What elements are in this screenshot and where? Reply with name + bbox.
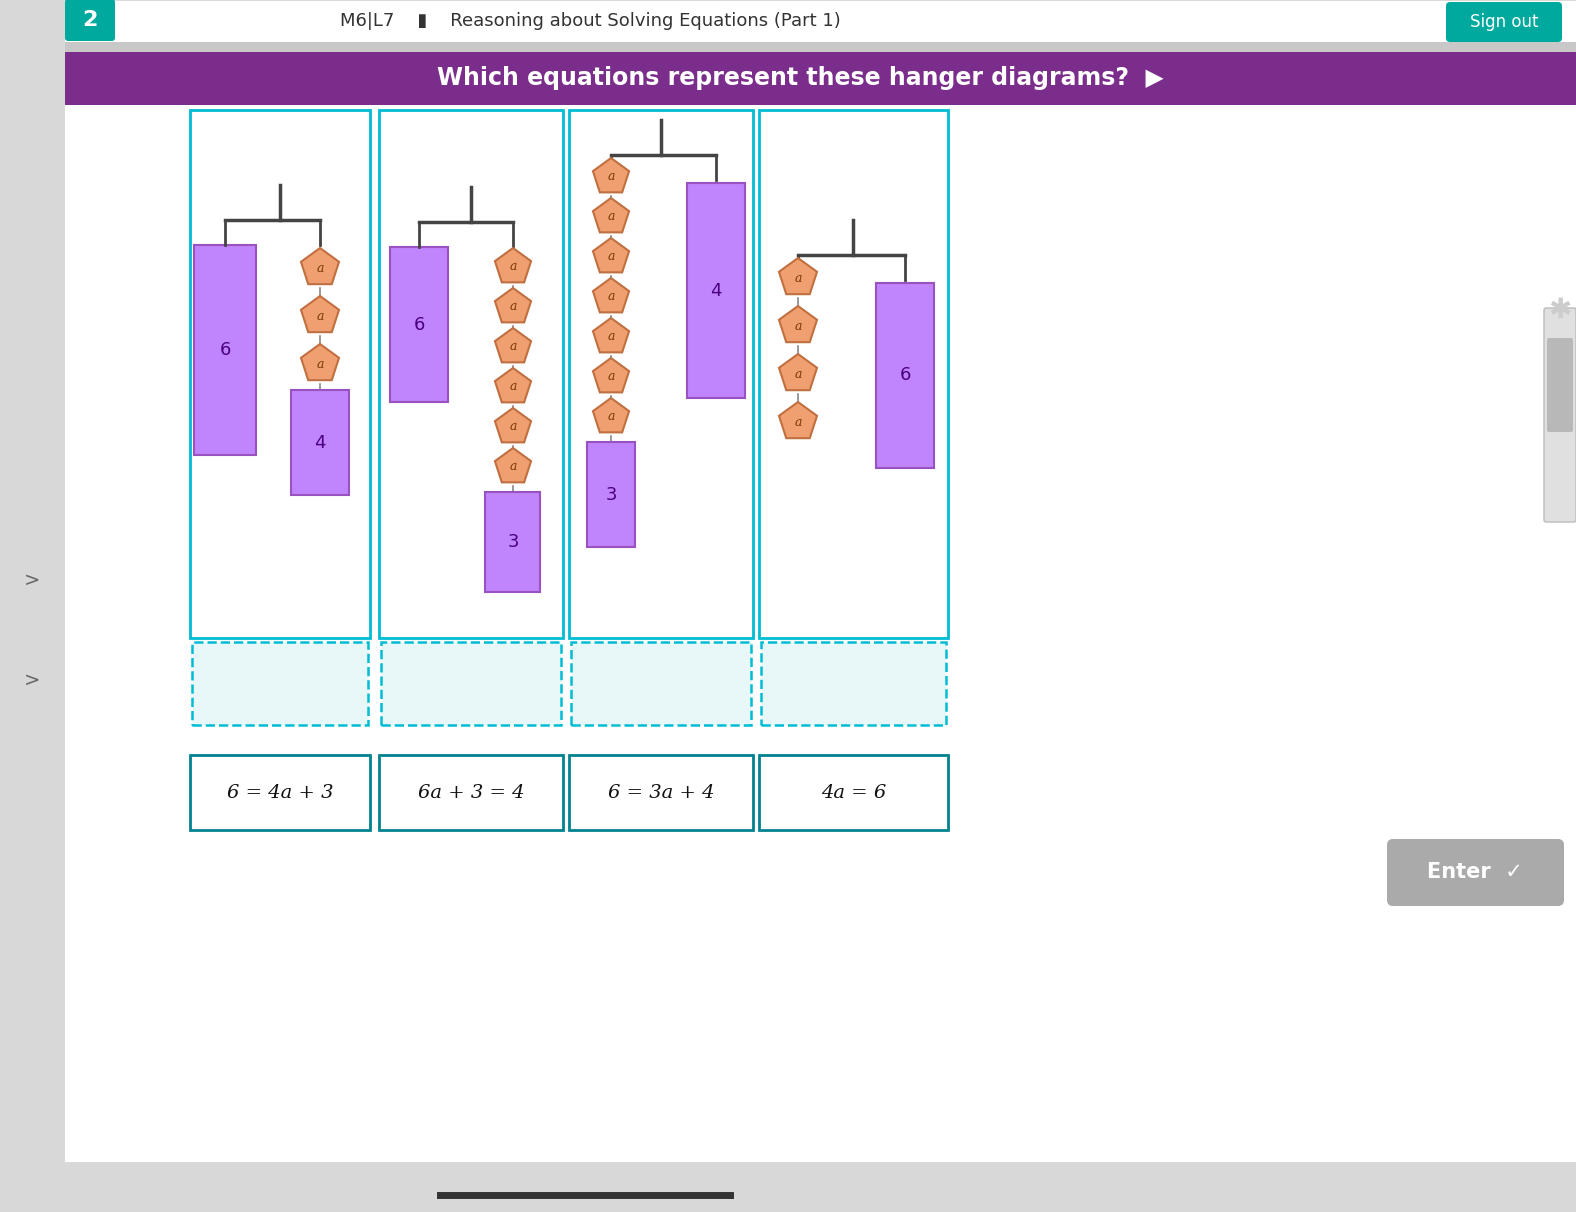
Text: a: a <box>794 367 802 381</box>
Text: 6: 6 <box>219 341 230 359</box>
Polygon shape <box>495 248 531 282</box>
FancyBboxPatch shape <box>761 642 946 725</box>
FancyBboxPatch shape <box>65 42 1576 52</box>
FancyBboxPatch shape <box>1544 308 1576 522</box>
Text: a: a <box>794 416 802 429</box>
Polygon shape <box>593 358 629 393</box>
Text: Which equations represent these hanger diagrams?  ▶: Which equations represent these hanger d… <box>437 65 1163 90</box>
FancyBboxPatch shape <box>687 183 745 398</box>
Polygon shape <box>495 368 531 402</box>
Polygon shape <box>593 238 629 273</box>
FancyBboxPatch shape <box>378 110 563 638</box>
FancyBboxPatch shape <box>760 110 949 638</box>
Text: a: a <box>317 262 323 274</box>
Text: 2: 2 <box>82 10 98 30</box>
Text: >: > <box>24 571 39 589</box>
Text: 6: 6 <box>900 366 911 384</box>
FancyBboxPatch shape <box>0 1162 1576 1212</box>
Text: 6a + 3 = 4: 6a + 3 = 4 <box>418 783 525 801</box>
FancyBboxPatch shape <box>192 642 369 725</box>
FancyBboxPatch shape <box>191 755 370 830</box>
FancyBboxPatch shape <box>1548 338 1573 431</box>
Text: ✱: ✱ <box>1548 296 1571 324</box>
Text: >: > <box>24 670 39 690</box>
Text: a: a <box>794 320 802 332</box>
FancyBboxPatch shape <box>571 642 752 725</box>
Polygon shape <box>593 158 629 193</box>
Polygon shape <box>779 402 816 439</box>
FancyBboxPatch shape <box>381 642 561 725</box>
Polygon shape <box>779 258 816 295</box>
FancyBboxPatch shape <box>0 0 1576 42</box>
Polygon shape <box>593 398 629 433</box>
FancyBboxPatch shape <box>1387 839 1563 907</box>
Text: 3: 3 <box>605 486 616 503</box>
FancyBboxPatch shape <box>1447 2 1562 42</box>
Text: a: a <box>607 171 615 183</box>
Text: a: a <box>317 309 323 322</box>
Text: a: a <box>607 251 615 263</box>
Polygon shape <box>301 248 339 284</box>
Text: 3: 3 <box>507 533 519 551</box>
Text: 6 = 3a + 4: 6 = 3a + 4 <box>608 783 714 801</box>
Text: 4: 4 <box>314 434 326 452</box>
Text: a: a <box>607 411 615 423</box>
FancyBboxPatch shape <box>586 442 635 547</box>
Text: 6: 6 <box>413 315 424 333</box>
FancyBboxPatch shape <box>194 245 255 454</box>
Text: Sign out: Sign out <box>1470 13 1538 32</box>
Polygon shape <box>593 278 629 313</box>
Text: a: a <box>509 301 517 314</box>
Text: a: a <box>317 358 323 371</box>
Polygon shape <box>593 318 629 353</box>
FancyBboxPatch shape <box>760 755 949 830</box>
FancyBboxPatch shape <box>378 755 563 830</box>
Polygon shape <box>495 328 531 362</box>
Text: a: a <box>607 331 615 343</box>
FancyBboxPatch shape <box>292 390 348 494</box>
FancyBboxPatch shape <box>569 110 753 638</box>
Text: a: a <box>509 421 517 434</box>
Text: a: a <box>607 291 615 303</box>
FancyBboxPatch shape <box>569 755 753 830</box>
Polygon shape <box>495 408 531 442</box>
Text: a: a <box>509 381 517 394</box>
FancyBboxPatch shape <box>485 492 541 591</box>
Polygon shape <box>495 448 531 482</box>
Text: a: a <box>607 211 615 223</box>
FancyBboxPatch shape <box>876 282 935 468</box>
Polygon shape <box>779 305 816 342</box>
FancyBboxPatch shape <box>65 52 1576 105</box>
Text: Enter  ✓: Enter ✓ <box>1428 862 1522 882</box>
FancyBboxPatch shape <box>0 0 65 1170</box>
Text: a: a <box>509 261 517 274</box>
Text: M6|L7    ▮    Reasoning about Solving Equations (Part 1): M6|L7 ▮ Reasoning about Solving Equation… <box>339 12 840 30</box>
Text: a: a <box>607 371 615 383</box>
FancyBboxPatch shape <box>191 110 370 638</box>
Text: a: a <box>509 461 517 474</box>
FancyBboxPatch shape <box>65 105 1576 1170</box>
Text: a: a <box>794 271 802 285</box>
Polygon shape <box>301 344 339 381</box>
Polygon shape <box>301 296 339 332</box>
Polygon shape <box>779 354 816 390</box>
Text: 4a = 6: 4a = 6 <box>821 783 886 801</box>
FancyBboxPatch shape <box>65 0 115 41</box>
Polygon shape <box>495 288 531 322</box>
Text: a: a <box>509 341 517 354</box>
Text: 6 = 4a + 3: 6 = 4a + 3 <box>227 783 333 801</box>
Text: 4: 4 <box>711 281 722 299</box>
Polygon shape <box>593 198 629 233</box>
FancyBboxPatch shape <box>389 247 448 402</box>
